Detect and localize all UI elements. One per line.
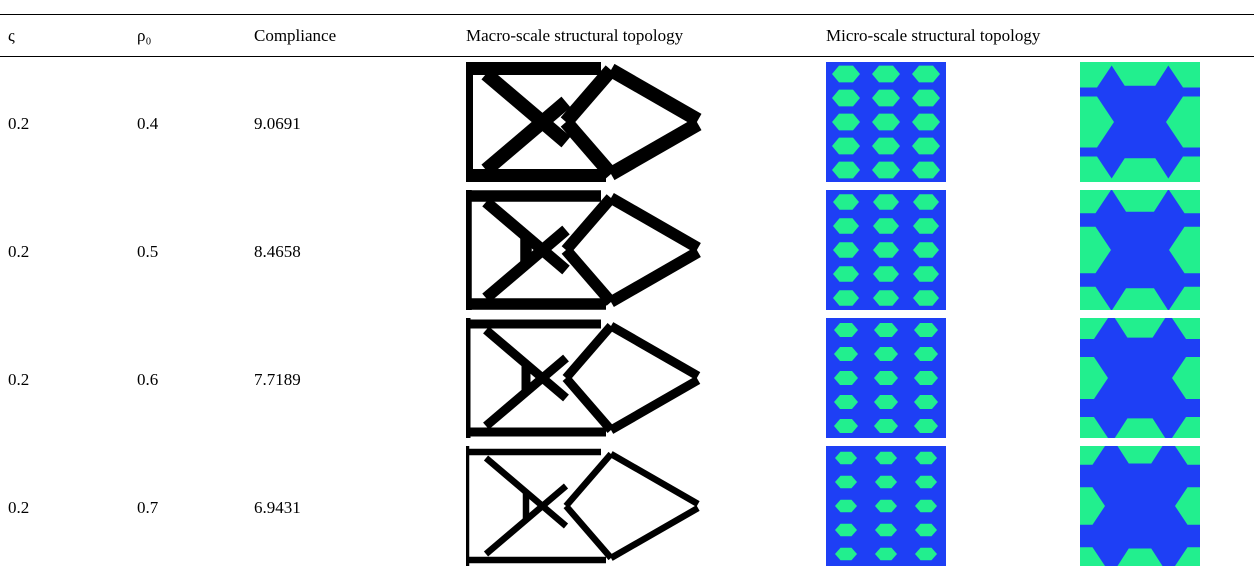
micro-topology [826, 318, 946, 438]
body-cell: 0.2 [8, 242, 29, 262]
micro-topology [826, 190, 946, 310]
body-cell: 7.7189 [254, 370, 301, 390]
header-cell: Micro-scale structural topology [826, 26, 1040, 46]
macro-topology [466, 318, 704, 438]
header-cell: Compliance [254, 26, 336, 46]
micro-topology [826, 62, 946, 182]
body-cell: 0.2 [8, 370, 29, 390]
micro-topology [1080, 62, 1200, 182]
body-cell: 0.6 [137, 370, 158, 390]
micro-topology [1080, 190, 1200, 310]
macro-topology [466, 62, 704, 182]
body-cell: 0.4 [137, 114, 158, 134]
header-cell: ρ₀ [137, 26, 151, 46]
micro-topology [1080, 318, 1200, 438]
background [466, 446, 704, 566]
table-page: ς ρ₀ Compliance Macro-scale structural topo… [0, 0, 1254, 570]
micro-topology [826, 446, 946, 566]
body-cell: 0.7 [137, 498, 158, 518]
body-cell: 0.2 [8, 114, 29, 134]
header-cell: Macro-scale structural topology [466, 26, 683, 46]
body-cell: 6.9431 [254, 498, 301, 518]
header-rule [0, 56, 1254, 57]
body-cell: 0.5 [137, 242, 158, 262]
top-rule [0, 14, 1254, 15]
micro-topology [1080, 446, 1200, 566]
body-cell: 8.4658 [254, 242, 301, 262]
body-cell: 0.2 [8, 498, 29, 518]
macro-topology [466, 446, 704, 566]
macro-topology [466, 190, 704, 310]
body-cell: 9.0691 [254, 114, 301, 134]
header-cell: ς [8, 26, 15, 46]
background [466, 318, 704, 438]
